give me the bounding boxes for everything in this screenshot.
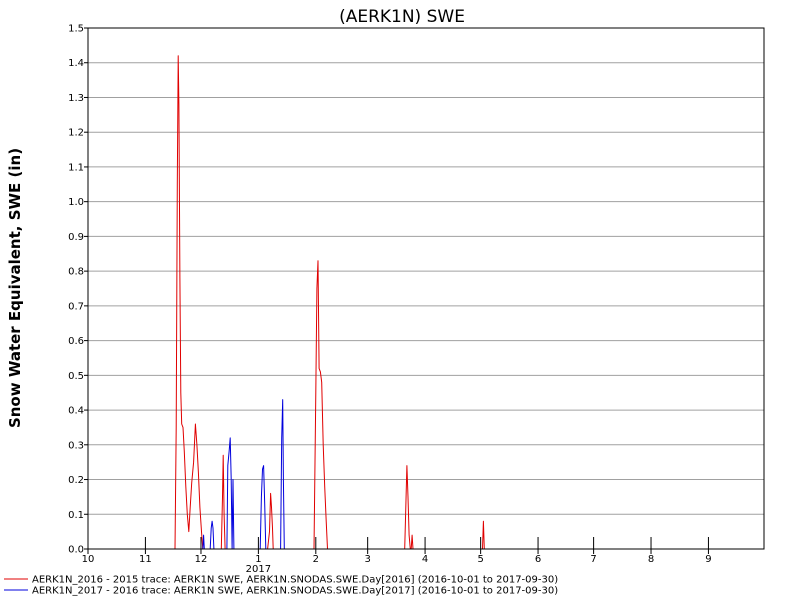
y-tick-label: 0.4 (68, 406, 84, 417)
x-tick-label: 5 (477, 554, 483, 565)
y-axis-ticks: 0.0 0.1 0.2 0.3 0.4 0.5 0.6 0.7 0.8 0.9 1.0 1.1 1.2 1… (68, 24, 88, 556)
y-tick-label: 0.3 (68, 440, 84, 451)
x-tick-label: 8 (648, 554, 654, 565)
y-tick-label: 1.3 (68, 93, 84, 104)
grid-lines (88, 62, 764, 515)
y-tick-label: 0.5 (68, 371, 84, 382)
y-tick-label: 1.2 (68, 128, 84, 139)
y-tick-label: 0.0 (68, 545, 84, 556)
y-tick-label: 1.1 (68, 162, 84, 173)
series-line-1 (174, 55, 485, 550)
y-tick-label: 0.1 (68, 510, 84, 521)
y-tick-label: 1.0 (68, 197, 84, 208)
chart-title: (AERK1N) SWE (339, 7, 465, 27)
plot-area (88, 28, 764, 549)
y-tick-label: 1.5 (68, 24, 84, 35)
legend-label-1: AERK1N_2016 - 2015 trace: AERK1N SWE, AE… (32, 575, 558, 586)
x-year-label: 2017 (246, 564, 271, 575)
x-tick-label: 9 (705, 554, 711, 565)
y-tick-label: 0.9 (68, 232, 84, 243)
x-tick-label: 10 (82, 554, 95, 565)
legend-label-2: AERK1N_2017 - 2016 trace: AERK1N SWE, AE… (32, 586, 558, 597)
x-tick-label: 3 (364, 554, 370, 565)
x-tick-label: 2 (313, 554, 319, 565)
y-tick-label: 0.8 (68, 267, 84, 278)
y-tick-label: 0.7 (68, 301, 84, 312)
x-tick-label: 11 (139, 554, 152, 565)
y-tick-label: 1.4 (68, 58, 84, 69)
x-tick-label: 1 (255, 554, 261, 565)
plot-frame (87, 27, 765, 550)
legend: AERK1N_2016 - 2015 trace: AERK1N SWE, AE… (4, 575, 558, 597)
x-tick-label: 12 (195, 554, 208, 565)
y-tick-label: 0.6 (68, 336, 84, 347)
x-tick-label: 4 (422, 554, 428, 565)
x-tick-label: 7 (590, 554, 596, 565)
y-axis-label: Snow Water Equivalent, SWE (in) (6, 148, 24, 428)
y-tick-label: 0.2 (68, 475, 84, 486)
x-tick-label: 6 (535, 554, 541, 565)
